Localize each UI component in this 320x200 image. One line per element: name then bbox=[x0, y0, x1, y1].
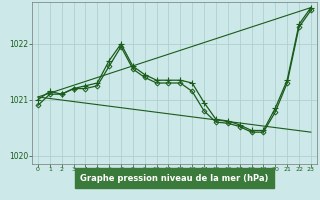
X-axis label: Graphe pression niveau de la mer (hPa): Graphe pression niveau de la mer (hPa) bbox=[80, 174, 268, 183]
